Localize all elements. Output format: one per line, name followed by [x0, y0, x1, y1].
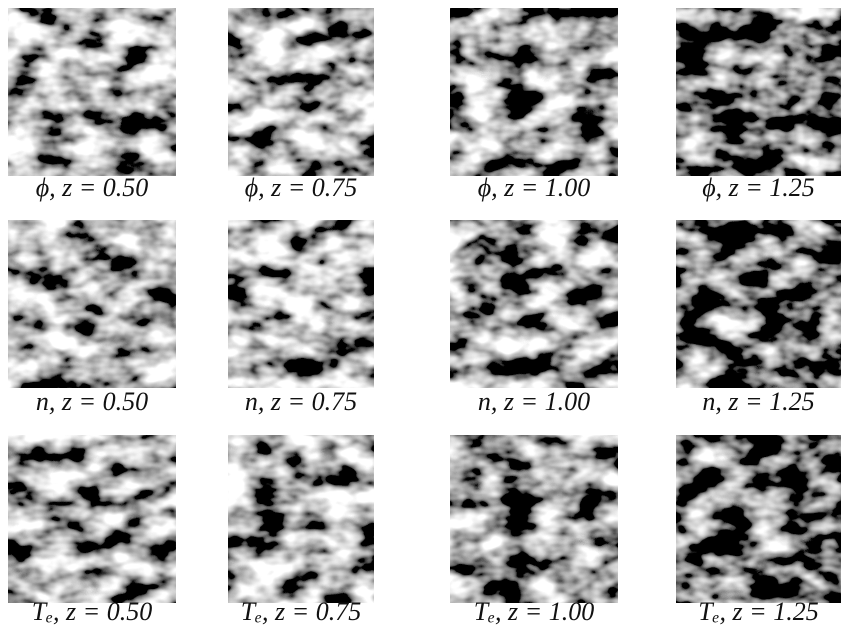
panel-caption: ϕ, z = 1.25 [702, 173, 815, 202]
field-image [8, 220, 176, 388]
field-image [228, 435, 374, 603]
field-image [676, 8, 841, 176]
panel-caption: n, z = 0.75 [245, 387, 357, 416]
field-image [8, 8, 176, 176]
field-image [228, 220, 374, 388]
panel-caption: Tₑ, z = 1.25 [698, 597, 818, 626]
panel-caption: ϕ, z = 1.00 [478, 173, 591, 202]
field-image [228, 8, 374, 176]
field-image [8, 435, 176, 603]
panel-caption: ϕ, z = 0.50 [36, 173, 149, 202]
panel-caption: Tₑ, z = 1.00 [474, 597, 594, 626]
panel-caption: n, z = 0.50 [36, 387, 148, 416]
field-image [450, 435, 618, 603]
panel-caption: Tₑ, z = 0.75 [241, 597, 361, 626]
panel-caption: n, z = 1.25 [702, 387, 814, 416]
panel-caption: n, z = 1.00 [478, 387, 590, 416]
field-image [450, 8, 618, 176]
field-image [676, 220, 841, 388]
field-image [676, 435, 841, 603]
panel-caption: Tₑ, z = 0.50 [32, 597, 152, 626]
panel-caption: ϕ, z = 0.75 [245, 173, 358, 202]
field-image [450, 220, 618, 388]
figure: ϕ, z = 0.50 ϕ, z = 0.75 ϕ, z = 1.00 ϕ, z = … [0, 0, 854, 643]
